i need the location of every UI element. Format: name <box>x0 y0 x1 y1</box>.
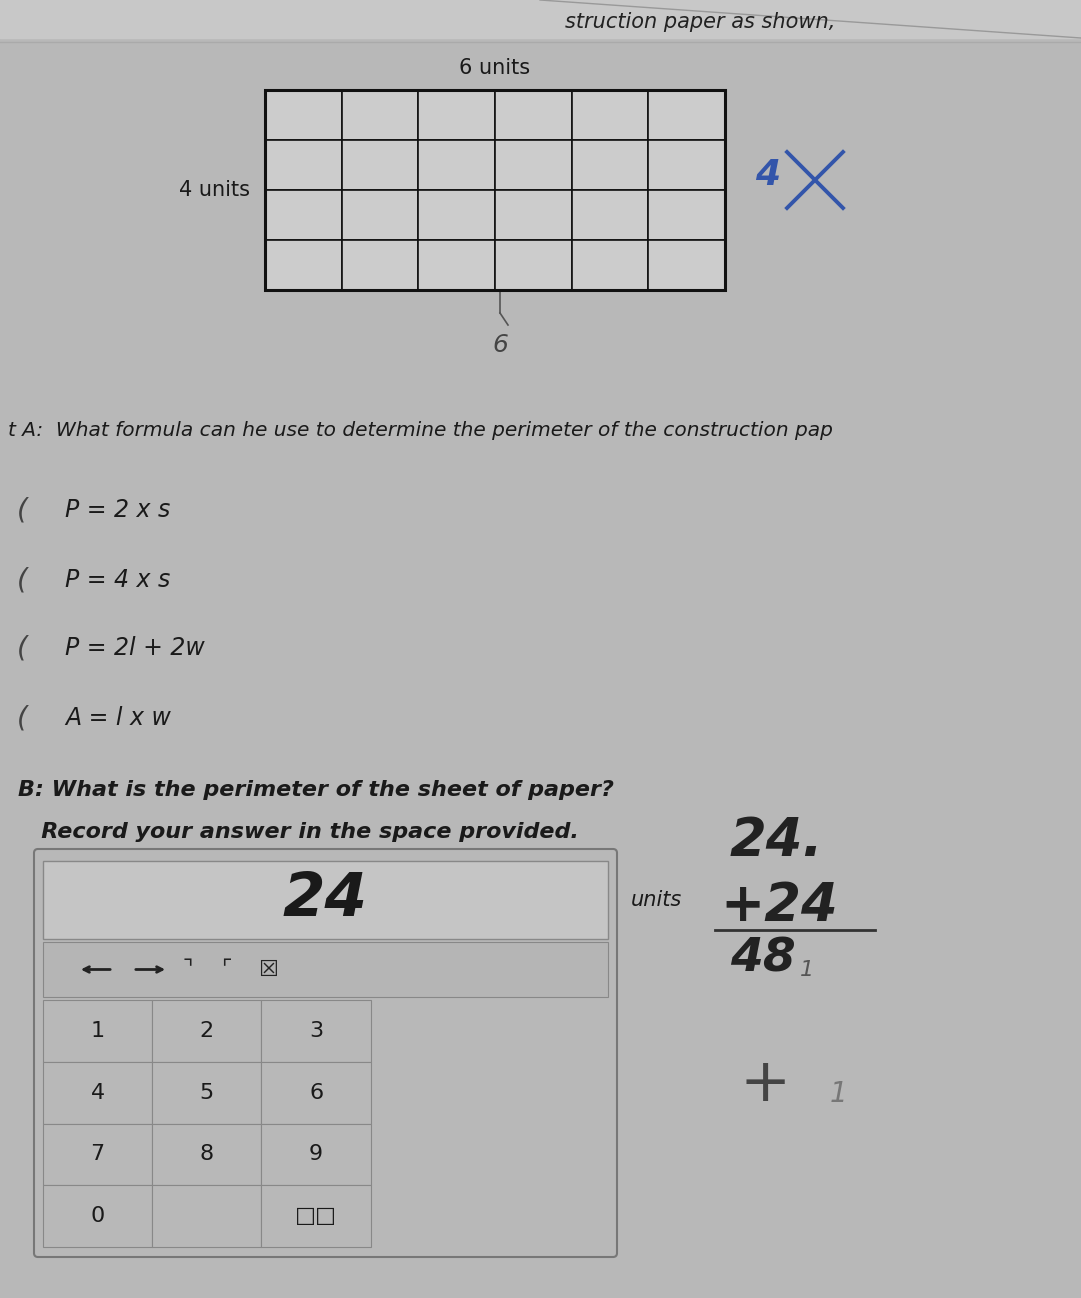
Text: 1: 1 <box>800 961 814 980</box>
Bar <box>262 1062 371 1124</box>
Text: 4: 4 <box>91 1083 105 1102</box>
Text: 6: 6 <box>492 334 508 357</box>
Bar <box>342 190 418 240</box>
Bar <box>495 140 572 190</box>
Bar <box>342 90 418 140</box>
Text: 24: 24 <box>283 871 368 929</box>
Bar <box>262 999 371 1062</box>
Bar <box>265 90 725 289</box>
Text: 6 units: 6 units <box>459 58 531 78</box>
Text: 4: 4 <box>755 158 780 192</box>
Text: A = l x w: A = l x w <box>65 706 171 729</box>
Text: B: What is the perimeter of the sheet of paper?: B: What is the perimeter of the sheet of… <box>18 780 614 800</box>
Text: 1: 1 <box>91 1020 105 1041</box>
Text: struction paper as shown,: struction paper as shown, <box>564 12 836 32</box>
Text: P = 4 x s: P = 4 x s <box>65 569 170 592</box>
Text: ⌝: ⌝ <box>183 959 193 980</box>
Text: 5: 5 <box>200 1083 214 1102</box>
Bar <box>342 140 418 190</box>
Text: (: ( <box>17 566 28 594</box>
Bar <box>649 90 725 140</box>
Bar <box>572 140 649 190</box>
Text: 0: 0 <box>91 1206 105 1227</box>
Text: 7: 7 <box>91 1145 105 1164</box>
Text: 2: 2 <box>200 1020 214 1041</box>
Text: 48: 48 <box>730 937 796 983</box>
Text: Record your answer in the space provided.: Record your answer in the space provided… <box>18 822 578 842</box>
Bar <box>43 942 608 997</box>
Text: t A:  What formula can he use to determine the perimeter of the construction pap: t A: What formula can he use to determin… <box>8 421 832 440</box>
Bar <box>262 1124 371 1185</box>
Text: 6: 6 <box>309 1083 323 1102</box>
Bar <box>265 90 342 140</box>
Bar <box>572 90 649 140</box>
Bar <box>342 240 418 289</box>
Bar <box>262 1185 371 1247</box>
Bar <box>43 1124 152 1185</box>
Bar <box>418 90 495 140</box>
Text: 1: 1 <box>830 1080 848 1108</box>
Bar <box>265 240 342 289</box>
FancyBboxPatch shape <box>34 849 617 1256</box>
Text: units: units <box>631 890 682 910</box>
Bar <box>418 140 495 190</box>
Bar <box>649 190 725 240</box>
Text: □□: □□ <box>295 1206 337 1227</box>
Bar <box>265 140 342 190</box>
Bar <box>572 240 649 289</box>
Text: 3: 3 <box>309 1020 323 1041</box>
Bar <box>152 999 262 1062</box>
Text: (: ( <box>17 704 28 732</box>
Bar <box>649 240 725 289</box>
Text: (: ( <box>17 496 28 524</box>
Bar <box>418 190 495 240</box>
Text: P = 2l + 2w: P = 2l + 2w <box>65 636 204 659</box>
Text: 9: 9 <box>309 1145 323 1164</box>
Text: +24: +24 <box>720 880 838 932</box>
Bar <box>43 1062 152 1124</box>
Bar <box>495 90 572 140</box>
Text: 8: 8 <box>200 1145 214 1164</box>
Bar <box>43 1185 152 1247</box>
Bar <box>495 240 572 289</box>
Text: +: + <box>740 1055 791 1114</box>
Bar <box>152 1185 262 1247</box>
Text: ☒: ☒ <box>258 959 278 980</box>
Text: (: ( <box>17 633 28 662</box>
Text: 4 units: 4 units <box>179 180 250 200</box>
Bar <box>152 1124 262 1185</box>
Text: ⌜: ⌜ <box>221 959 231 980</box>
Bar <box>265 190 342 240</box>
Bar <box>418 240 495 289</box>
Text: 24.: 24. <box>730 815 824 867</box>
Bar <box>649 140 725 190</box>
Bar <box>43 999 152 1062</box>
Bar <box>152 1062 262 1124</box>
Bar <box>572 190 649 240</box>
Text: P = 2 x s: P = 2 x s <box>65 498 170 522</box>
Bar <box>495 190 572 240</box>
Bar <box>43 861 608 938</box>
